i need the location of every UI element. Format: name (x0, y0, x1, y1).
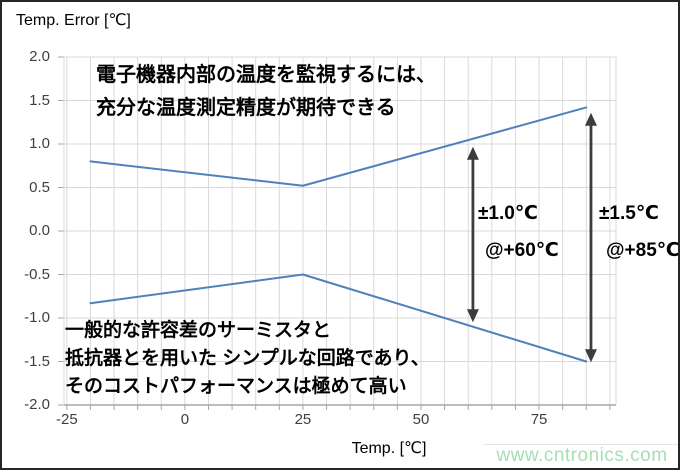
annotation-top-line2: 充分な温度測定精度が期待できる (96, 97, 396, 119)
x-tick-label: 75 (530, 411, 548, 428)
x-tick-label: 25 (294, 411, 312, 428)
tolerance-temp-85c: @+85℃ (606, 240, 680, 261)
tolerance-label-85c: ±1.5℃ @+85℃ (599, 195, 680, 269)
series-upper-tolerance (89, 106, 588, 187)
y-tick-label: 2.0 (29, 48, 50, 65)
annotation-top-line1: 電子機器内部の温度を監視するには、 (96, 64, 436, 86)
tolerance-arrow-2-head-top (584, 112, 597, 126)
annotation-bottom-line3: そのコストパフォーマンスは極めて高い (65, 376, 407, 397)
series-lower-tolerance (89, 273, 588, 363)
x-tick-label: -25 (55, 411, 78, 428)
tolerance-label-60c: ±1.0℃ @+60℃ (478, 195, 559, 269)
tolerance-value-60c: ±1.0℃ (478, 203, 538, 224)
tolerance-temp-60c: @+60℃ (485, 240, 559, 261)
y-tick-label: -2.0 (24, 396, 50, 413)
watermark: www.cntronics.com (484, 444, 678, 468)
x-tick-label: 0 (180, 411, 190, 428)
y-tick-label: -0.5 (24, 265, 50, 283)
tolerance-arrow-1-head-top (466, 146, 479, 160)
annotation-bottom-line1: 一般的な許容差のサーミスタと (65, 320, 332, 341)
annotation-bottom-line2: 抵抗器とを用いた シンプルな回路であり、 (65, 348, 430, 369)
annotation-bottom: 一般的な許容差のサーミスタと 抵抗器とを用いた シンプルな回路であり、 そのコス… (65, 317, 430, 401)
x-tick-label: 50 (412, 411, 430, 428)
y-tick-label: -1.0 (24, 309, 50, 326)
tolerance-value-85c: ±1.5℃ (599, 203, 659, 224)
y-tick-label: 1.0 (29, 135, 50, 152)
x-axis-label: Temp. [℃] (351, 440, 427, 457)
y-tick-label: 1.5 (29, 91, 50, 109)
tolerance-arrow-1-head-bottom (466, 309, 479, 323)
chart-title: Temp. Error [℃] (16, 12, 131, 29)
tolerance-arrow-2-head-bottom (584, 349, 597, 363)
annotation-top: 電子機器内部の温度を監視するには、 充分な温度測定精度が期待できる (96, 59, 436, 125)
y-tick-label: -1.5 (24, 352, 50, 370)
y-tick-label: 0.0 (29, 222, 50, 239)
y-tick-label: 0.5 (29, 178, 50, 196)
